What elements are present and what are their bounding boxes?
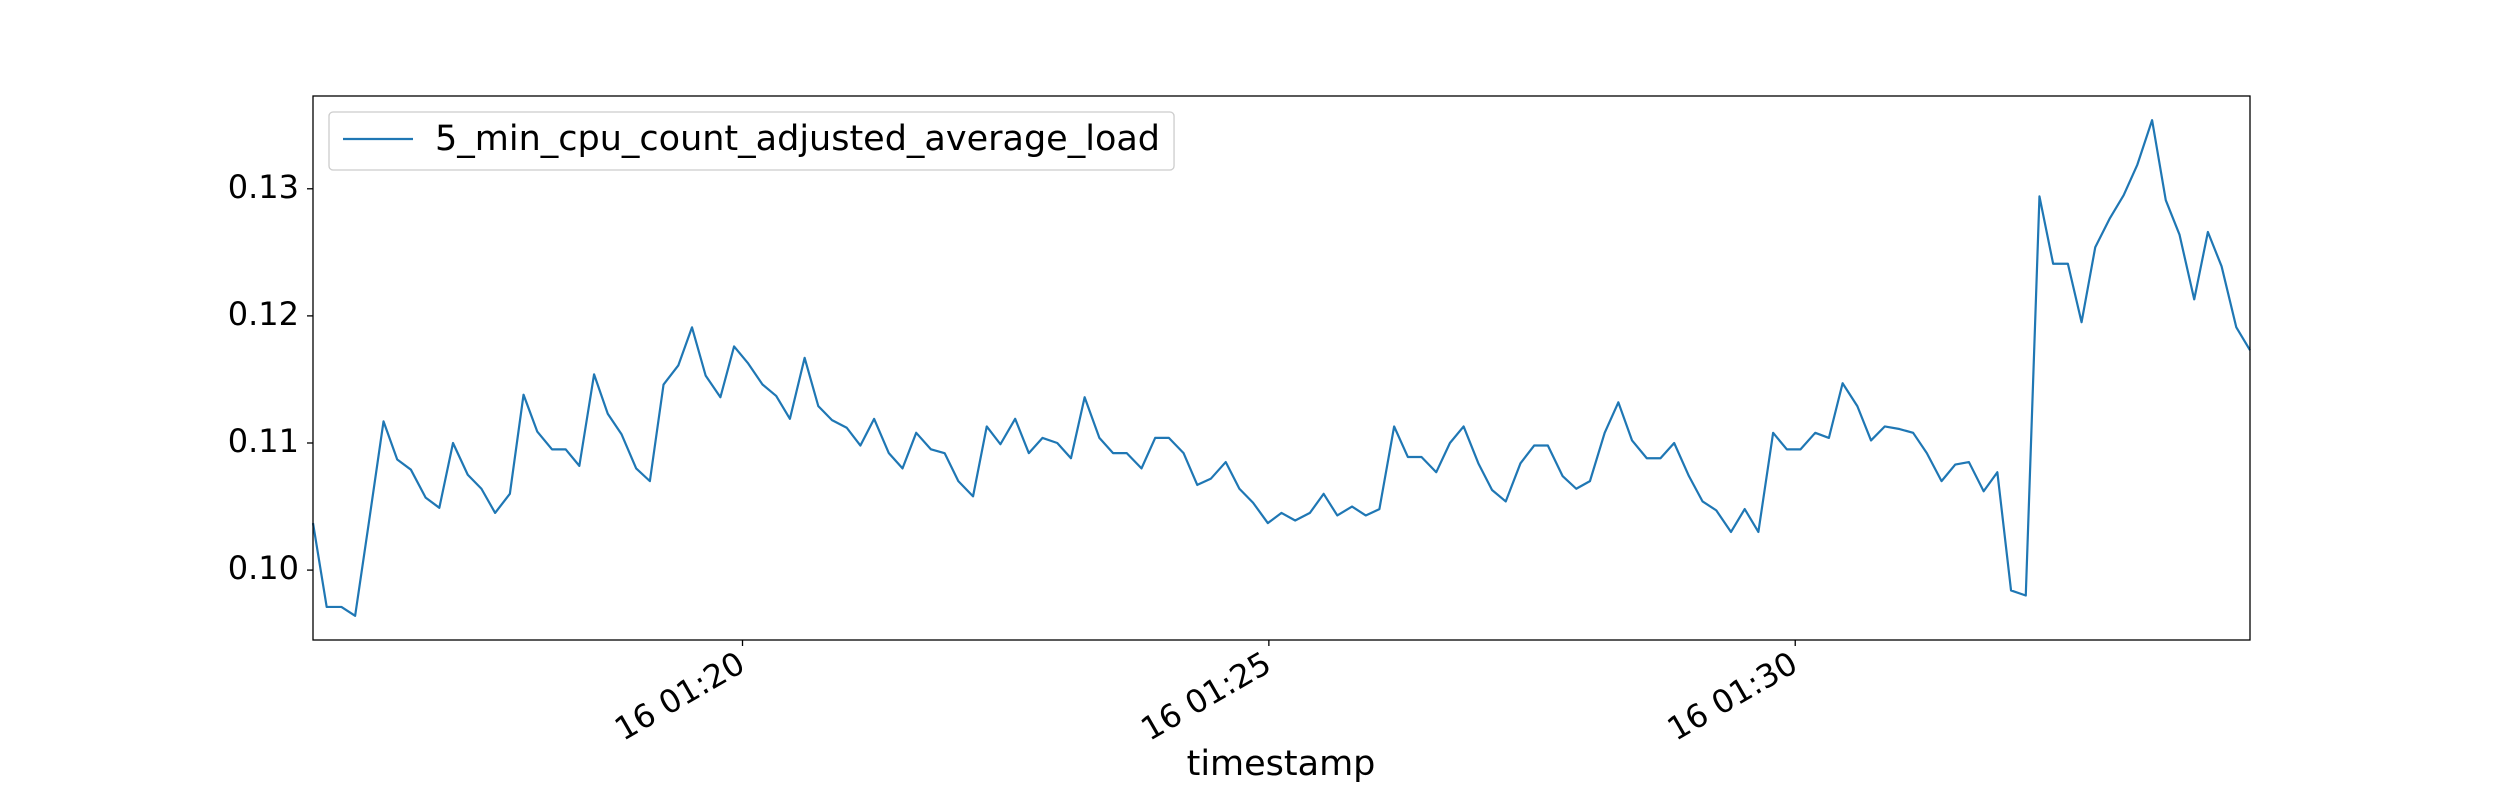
legend: 5_min_cpu_count_adjusted_average_load xyxy=(328,111,1175,171)
x-axis-label: timestamp xyxy=(1187,744,1376,784)
x-tick-label: 16 01:25 xyxy=(1134,644,1277,748)
y-tick-label: 0.13 xyxy=(228,168,299,206)
line-series xyxy=(311,119,2251,617)
plot-frame xyxy=(312,95,2251,641)
x-tick-label: 16 01:20 xyxy=(608,644,751,748)
y-tick-label: 0.12 xyxy=(228,295,299,333)
legend-label: 5_min_cpu_count_adjusted_average_load xyxy=(435,119,1160,159)
y-tick-label: 0.11 xyxy=(228,422,299,460)
legend-box xyxy=(328,111,1175,171)
x-tick-label: 16 01:30 xyxy=(1661,644,1804,748)
y-tick-label: 0.10 xyxy=(228,549,299,587)
